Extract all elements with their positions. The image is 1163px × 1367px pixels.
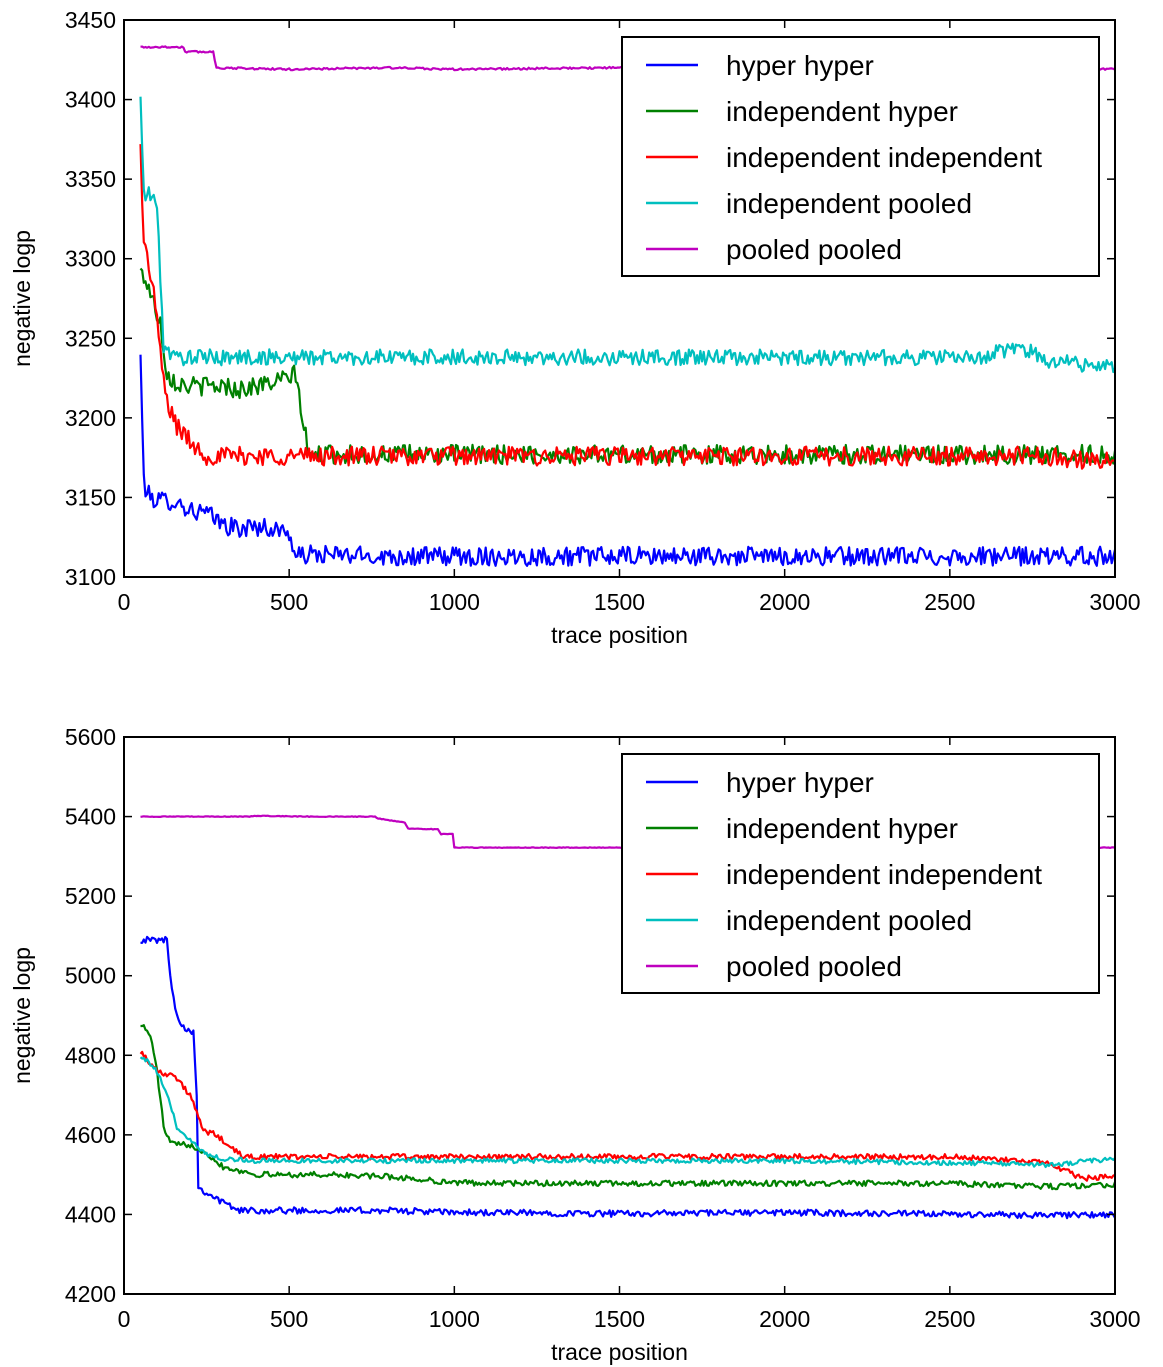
y-tick-label: 4200 — [65, 1281, 116, 1307]
y-tick-label: 5000 — [65, 963, 116, 989]
legend: hyper hyper independent hyper independent … — [621, 753, 1100, 994]
x-tick-label: 3000 — [1089, 589, 1140, 615]
legend-label: independent independent — [726, 859, 1042, 890]
y-tick-label: 3250 — [65, 325, 116, 351]
x-tick-label: 0 — [118, 589, 131, 615]
legend-label: independent pooled — [726, 905, 972, 936]
series-line-independent-independent — [139, 1050, 1115, 1182]
y-tick-label: 3150 — [65, 484, 116, 510]
y-axis-label: negative logp — [9, 947, 35, 1084]
legend-label: hyper hyper — [726, 767, 874, 798]
y-axis-label: negative logp — [9, 230, 35, 367]
series-line-hyper-hyper — [140, 935, 1115, 1220]
x-tick-label: 3000 — [1089, 1306, 1140, 1332]
y-tick-label: 4800 — [65, 1042, 116, 1068]
legend-box — [621, 753, 1100, 994]
y-tick-label: 3300 — [65, 246, 116, 272]
x-axis-label: trace position — [551, 622, 688, 648]
series-line-hyper-hyper — [139, 354, 1115, 567]
x-tick-label: 500 — [270, 1306, 308, 1332]
legend-label: independent hyper — [726, 813, 958, 844]
x-tick-label: 1500 — [594, 1306, 645, 1332]
x-tick-label: 0 — [118, 1306, 131, 1332]
series-line-independent-hyper — [139, 267, 1115, 466]
legend-label: independent hyper — [726, 96, 958, 127]
x-axis-label: trace position — [551, 1339, 688, 1365]
series-line-independent-independent — [139, 144, 1115, 470]
legend: hyper hyper independent hyper independent … — [621, 36, 1100, 277]
legend-label: hyper hyper — [726, 50, 874, 81]
legend-box — [621, 36, 1100, 277]
y-tick-label: 5600 — [65, 724, 116, 750]
y-tick-label: 4400 — [65, 1201, 116, 1227]
x-tick-label: 1000 — [429, 589, 480, 615]
legend-label: independent independent — [726, 142, 1042, 173]
series-line-independent-hyper — [140, 1024, 1115, 1191]
x-tick-label: 2000 — [759, 1306, 810, 1332]
legend-label: independent pooled — [726, 188, 972, 219]
x-tick-label: 2000 — [759, 589, 810, 615]
x-tick-label: 2500 — [924, 1306, 975, 1332]
y-tick-label: 5200 — [65, 883, 116, 909]
y-tick-label: 3350 — [65, 166, 116, 192]
y-tick-label: 3400 — [65, 87, 116, 113]
x-tick-label: 1000 — [429, 1306, 480, 1332]
x-tick-label: 500 — [270, 589, 308, 615]
y-tick-label: 3200 — [65, 405, 116, 431]
y-tick-label: 5400 — [65, 804, 116, 830]
x-tick-label: 1500 — [594, 589, 645, 615]
legend-label: pooled pooled — [726, 951, 902, 982]
chart-top: 0 500 1000 1500 2000 2500 3000 3100 3150 3200 3250… — [9, 7, 1141, 648]
y-tick-label: 3100 — [65, 564, 116, 590]
series-line-independent-pooled — [139, 96, 1115, 374]
y-tick-label: 3450 — [65, 7, 116, 33]
x-tick-label: 2500 — [924, 589, 975, 615]
series-line-independent-pooled — [139, 1056, 1115, 1169]
chart-bottom: 0 500 1000 1500 2000 2500 3000 4200 4400 4600 4800… — [9, 724, 1141, 1365]
y-tick-label: 4600 — [65, 1122, 116, 1148]
legend-label: pooled pooled — [726, 234, 902, 265]
